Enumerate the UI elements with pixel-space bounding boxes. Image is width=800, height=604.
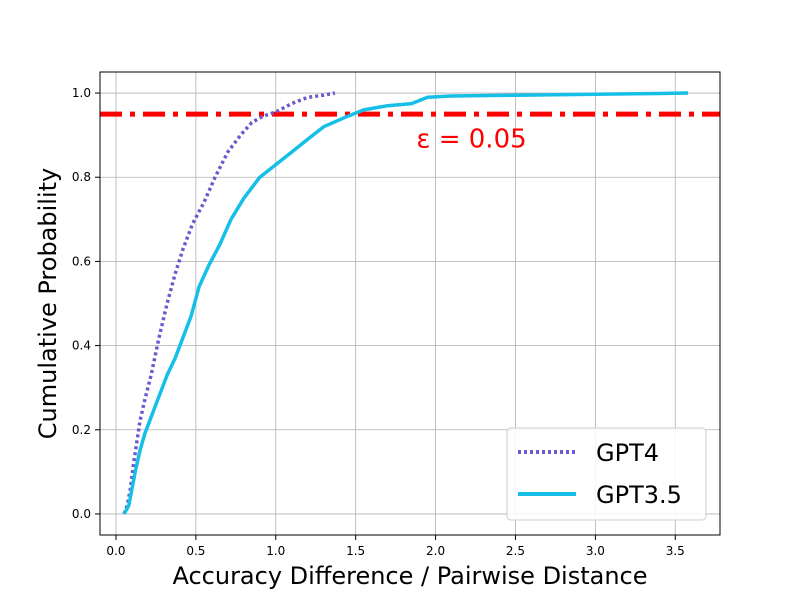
y-tick-label: 0.8: [72, 170, 91, 184]
series-line-gpt35: [122, 91, 689, 515]
y-tick-label: 0.4: [72, 339, 91, 353]
x-axis-ticks: 0.0 0.5 1.0 1.5 2.0 2.5 3.0 3.5: [106, 535, 685, 558]
x-tick-label: 3.0: [586, 544, 605, 558]
x-tick-label: 1.0: [266, 544, 285, 558]
y-tick-label: 0.0: [72, 507, 91, 521]
legend-label-gpt35: GPT3.5: [596, 481, 682, 509]
legend: GPT4 GPT3.5: [506, 427, 707, 521]
y-tick-label: 1.0: [72, 86, 91, 100]
epsilon-annotation: ε = 0.05: [416, 125, 526, 155]
series-line-gpt4: [122, 91, 336, 515]
y-axis-ticks: 0.0 0.2 0.4 0.6 0.8 1.0: [72, 86, 100, 521]
y-axis-label: Cumulative Probability: [34, 168, 62, 439]
x-axis-label: Accuracy Difference / Pairwise Distance: [172, 562, 647, 590]
x-tick-label: 0.0: [106, 544, 125, 558]
x-tick-label: 1.5: [346, 544, 365, 558]
legend-label-gpt4: GPT4: [596, 439, 659, 467]
series-layer: [122, 91, 689, 515]
x-tick-label: 0.5: [186, 544, 205, 558]
plot-frame: [99, 71, 721, 536]
y-tick-label: 0.2: [72, 423, 91, 437]
x-tick-label: 2.0: [426, 544, 445, 558]
y-tick-label: 0.6: [72, 254, 91, 268]
x-tick-label: 3.5: [666, 544, 685, 558]
x-tick-label: 2.5: [506, 544, 525, 558]
